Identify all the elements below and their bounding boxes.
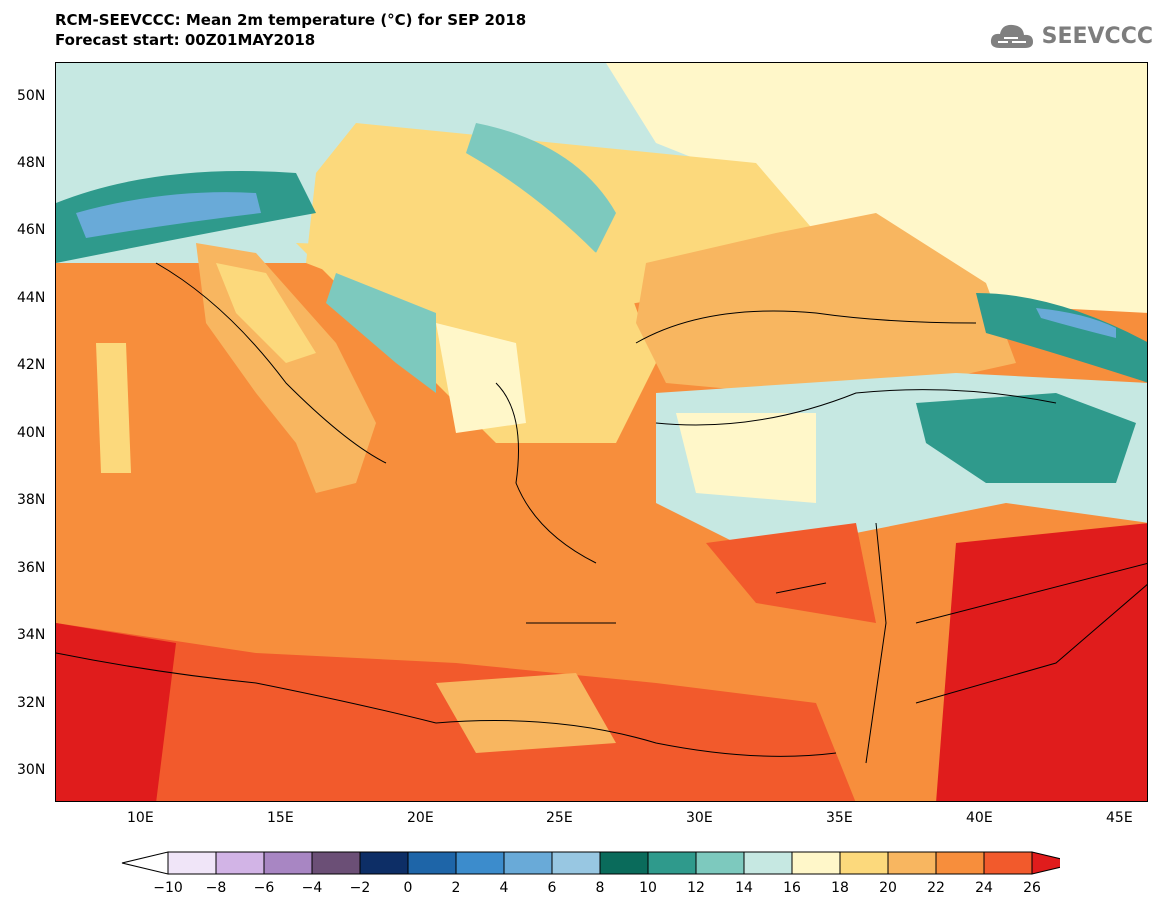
colorbar-tick-label: 18 xyxy=(831,880,849,896)
colorbar-swatch xyxy=(791,851,841,875)
colorbar-swatch xyxy=(551,851,601,875)
temperature-map xyxy=(55,62,1148,802)
colorbar-swatch xyxy=(743,851,793,875)
lat-label: 34N xyxy=(17,627,46,643)
colorbar-swatch xyxy=(647,851,697,875)
colorbar-tick-label: −4 xyxy=(302,880,323,896)
colorbar-swatch xyxy=(935,851,985,875)
colorbar-swatch xyxy=(983,851,1033,875)
lon-label: 15E xyxy=(267,810,294,826)
colorbar-swatch xyxy=(455,851,505,875)
lon-label: 20E xyxy=(407,810,434,826)
lon-label: 25E xyxy=(546,810,573,826)
lat-label: 38N xyxy=(17,492,46,508)
lat-label: 32N xyxy=(17,695,46,711)
colorbar-swatch xyxy=(167,851,217,875)
map-field xyxy=(56,63,1147,801)
colorbar-tick-label: 10 xyxy=(639,880,657,896)
colorbar-tick-label: 26 xyxy=(1023,880,1041,896)
lat-label: 44N xyxy=(17,290,46,306)
colorbar-tick-label: 2 xyxy=(452,880,461,896)
lon-label: 35E xyxy=(826,810,853,826)
lon-label: 45E xyxy=(1106,810,1133,826)
colorbar-tick-label: 24 xyxy=(975,880,993,896)
colorbar-swatch xyxy=(503,851,553,875)
title-line-1: RCM-SEEVCCC: Mean 2m temperature (°C) fo… xyxy=(55,11,527,29)
colorbar-swatch xyxy=(887,851,937,875)
colorbar-right-extension xyxy=(1031,851,1079,875)
colorbar-swatch xyxy=(215,851,265,875)
colorbar-swatch xyxy=(311,851,361,875)
lat-label: 48N xyxy=(17,155,46,171)
seevccc-logo: SEEVCCC xyxy=(988,20,1153,52)
colorbar-tick-label: 22 xyxy=(927,880,945,896)
logo-text: SEEVCCC xyxy=(1041,23,1153,49)
colorbar-tick-label: −2 xyxy=(350,880,371,896)
colorbar-svg: −10 −8 −6 −4 −2 0 2 4 6 8 10 12 14 16 18 20 22 24 26 xyxy=(121,851,1079,896)
colorbar-swatch xyxy=(263,851,313,875)
map-title: RCM-SEEVCCC: Mean 2m temperature (°C) fo… xyxy=(55,10,526,50)
colorbar-tick-label: 0 xyxy=(404,880,413,896)
colorbar-swatch xyxy=(359,851,409,875)
colorbar-left-extension xyxy=(121,851,169,875)
colorbar-tick-label: 14 xyxy=(735,880,753,896)
colorbar-tick-label: 12 xyxy=(687,880,705,896)
colorbar-swatch xyxy=(407,851,457,875)
title-line-2: Forecast start: 00Z01MAY2018 xyxy=(55,31,316,49)
lon-label: 40E xyxy=(966,810,993,826)
lat-label: 50N xyxy=(17,88,46,104)
lat-label: 36N xyxy=(17,560,46,576)
lon-label: 10E xyxy=(127,810,154,826)
colorbar-swatch xyxy=(599,851,649,875)
colorbar-tick-label: 20 xyxy=(879,880,897,896)
colorbar-tick-label: 16 xyxy=(783,880,801,896)
lat-label: 46N xyxy=(17,222,46,238)
lat-label: 30N xyxy=(17,762,46,778)
lat-label: 42N xyxy=(17,357,46,373)
cloud-icon xyxy=(990,24,1033,48)
colorbar-swatch xyxy=(695,851,745,875)
colorbar-tick-label: −6 xyxy=(254,880,275,896)
colorbar: −10 −8 −6 −4 −2 0 2 4 6 8 10 12 14 16 18 20 22 24 26 xyxy=(120,848,1079,902)
lat-label: 40N xyxy=(17,425,46,441)
lon-label: 30E xyxy=(686,810,713,826)
colorbar-tick-label: 4 xyxy=(500,880,509,896)
colorbar-tick-label: −10 xyxy=(153,880,183,896)
colorbar-swatch xyxy=(839,851,889,875)
colorbar-tick-label: −8 xyxy=(206,880,227,896)
colorbar-tick-label: 6 xyxy=(548,880,557,896)
colorbar-tick-label: 8 xyxy=(596,880,605,896)
